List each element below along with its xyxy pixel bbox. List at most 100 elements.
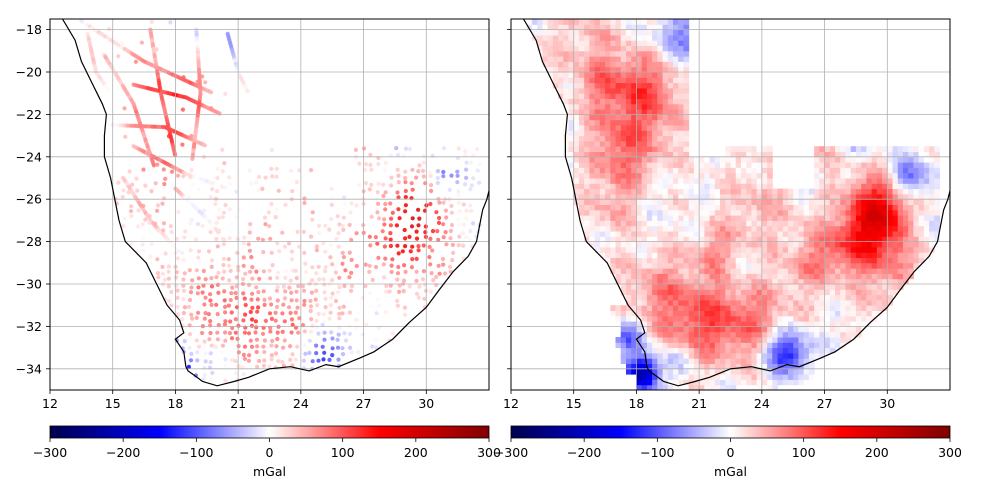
grid-cell	[662, 87, 669, 94]
grid-cell	[720, 384, 726, 390]
grid-cell	[652, 342, 658, 349]
grid-cell	[829, 167, 836, 174]
grid-cell	[829, 178, 836, 184]
observation-point	[410, 257, 415, 262]
grid-cell	[542, 34, 549, 41]
grid-cell	[861, 225, 867, 232]
grid-cell	[756, 315, 763, 322]
grid-cell	[803, 284, 810, 290]
grid-cell	[641, 125, 648, 131]
grid-cell	[861, 284, 867, 290]
grid-cell	[625, 331, 632, 338]
grid-cell	[840, 199, 846, 205]
grid-cell	[746, 146, 752, 152]
observation-point	[444, 215, 449, 220]
observation-point	[256, 188, 262, 193]
grid-cell	[855, 257, 862, 264]
observation-point	[336, 244, 341, 249]
grid-cell	[652, 56, 658, 62]
observation-point	[462, 182, 468, 187]
grid-cell	[725, 231, 731, 237]
grid-cell	[610, 252, 617, 258]
grid-cell	[678, 199, 684, 205]
grid-cell	[631, 305, 637, 311]
observation-point	[381, 193, 386, 198]
grid-cell	[876, 188, 883, 195]
grid-cell	[934, 209, 941, 216]
grid-cell	[652, 273, 658, 280]
grid-cell	[819, 183, 826, 190]
grid-cell	[704, 326, 711, 333]
grid-cell	[662, 56, 669, 62]
grid-cell	[850, 209, 857, 216]
grid-cell	[620, 61, 627, 68]
grid-cell	[646, 172, 653, 179]
x-tick-label: 27	[356, 396, 372, 411]
grid-cell	[625, 363, 632, 370]
grid-cell	[688, 156, 695, 163]
grid-cell	[578, 119, 585, 126]
grid-cell	[605, 29, 611, 36]
observation-point	[410, 187, 415, 192]
observation-point	[455, 217, 461, 222]
grid-cell	[673, 130, 679, 137]
grid-cell	[673, 331, 679, 338]
grid-cell	[777, 363, 784, 370]
grid-cell	[767, 188, 773, 195]
observation-point	[288, 278, 293, 283]
grid-cell	[725, 273, 731, 280]
grid-cell	[871, 231, 878, 237]
grid-cell	[756, 183, 763, 190]
grid-cell	[829, 342, 836, 349]
grid-cell	[866, 278, 873, 285]
grid-cell	[808, 310, 815, 317]
grid-cell	[756, 363, 763, 370]
grid-cell	[772, 347, 779, 354]
grid-cell	[605, 156, 611, 163]
grid-cell	[584, 188, 590, 195]
grid-cell	[777, 220, 784, 227]
grid-cell	[542, 29, 549, 36]
grid-cell	[782, 193, 789, 200]
observation-point	[227, 207, 232, 212]
grid-cell	[730, 151, 737, 158]
grid-cell	[740, 220, 747, 227]
grid-cell	[605, 220, 611, 227]
grid-cell	[678, 188, 684, 195]
grid-cell	[808, 299, 815, 306]
grid-cell	[814, 278, 820, 285]
grid-cell	[683, 331, 690, 338]
grid-cell	[605, 125, 611, 131]
grid-cell	[657, 183, 664, 190]
grid-cell	[782, 204, 789, 211]
grid-cell	[871, 178, 878, 184]
grid-cell	[746, 284, 752, 290]
grid-cell	[558, 93, 564, 99]
grid-cell	[934, 178, 941, 184]
observation-point	[340, 250, 345, 255]
grid-cell	[934, 220, 941, 227]
grid-cell	[730, 326, 737, 333]
grid-cell	[599, 109, 606, 115]
grid-cell	[882, 215, 888, 221]
grid-cell	[605, 135, 611, 142]
grid-cell	[746, 156, 752, 163]
grid-cell	[657, 93, 664, 99]
grid-cell	[751, 231, 758, 237]
grid-cell	[599, 72, 606, 78]
grid-cell	[814, 257, 820, 264]
observation-point	[441, 235, 446, 240]
grid-cell	[808, 193, 815, 200]
grid-cell	[662, 347, 669, 354]
grid-cell	[835, 252, 841, 258]
grid-cell	[652, 29, 658, 36]
grid-cell	[835, 236, 841, 243]
grid-cell	[882, 204, 888, 211]
observation-point	[240, 365, 245, 370]
grid-cell	[615, 135, 622, 142]
grid-cell	[787, 342, 794, 349]
grid-cell	[782, 289, 789, 296]
grid-cell	[782, 241, 789, 248]
observation-point	[203, 295, 208, 300]
